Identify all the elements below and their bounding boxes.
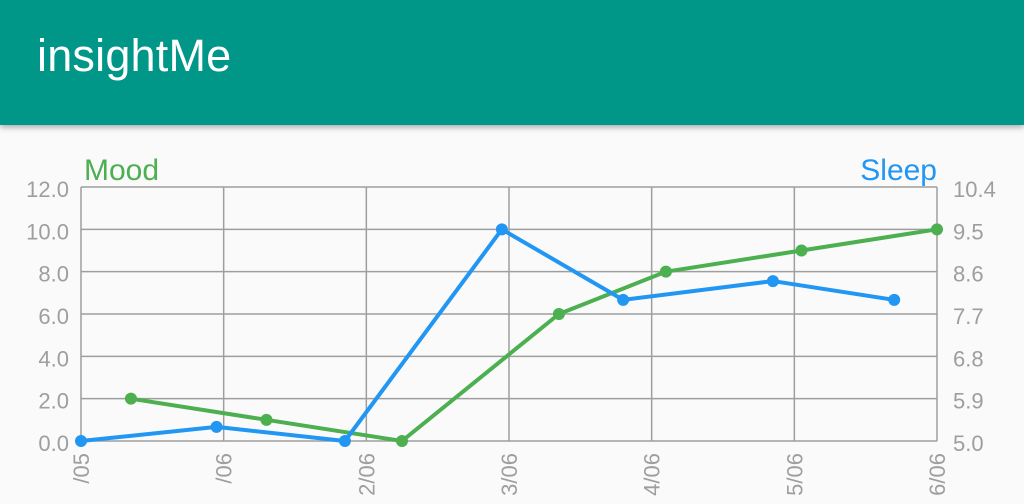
mood-data-point — [396, 435, 408, 447]
left-tick-label: 6.0 — [38, 304, 69, 329]
right-axis-title-sleep: Sleep — [860, 154, 937, 187]
left-tick-label: 2.0 — [38, 389, 69, 414]
mood-sleep-chart: Mood Sleep 0.02.04.06.08.010.012.0 5.05.… — [26, 154, 996, 496]
mood-data-point — [931, 223, 943, 236]
mood-data-point — [795, 244, 808, 257]
mood-data-point — [260, 413, 273, 426]
left-tick-label: 8.0 — [38, 262, 69, 287]
right-axis-ticks: 5.0 5.9 6.8 7.7 8.6 9.5 10.4 — [953, 177, 996, 456]
mood-data-point — [659, 265, 672, 278]
left-tick-label: 10.0 — [26, 219, 69, 244]
sleep-data-point — [617, 293, 630, 306]
left-tick-label: 12.0 — [26, 177, 69, 202]
sleep-data-point — [766, 275, 779, 288]
right-tick-label: 5.0 — [953, 431, 984, 456]
sleep-data-point — [495, 223, 508, 236]
x-tick-label: 2/06 — [354, 453, 379, 496]
x-tick-label: /06 — [212, 453, 237, 484]
x-axis-ticks: /05/06 2/06 3/06 4/06 5/06 6/06 — [69, 453, 950, 496]
chart-area: Mood Sleep 0.0 2.0 4.0 6.0 8.0 10.0 12.0 5.0 5.… — [0, 125, 1024, 500]
right-tick-label: 9.5 — [953, 219, 984, 244]
right-tick-label: 8.6 — [953, 262, 984, 287]
x-tick-label: 3/06 — [497, 453, 522, 496]
x-tick-label: /05 — [69, 453, 94, 484]
x-tick-label: 4/06 — [640, 453, 665, 496]
sleep-data-point — [888, 293, 901, 306]
app-title: insightMe — [37, 30, 232, 81]
mood-data-point — [124, 392, 137, 405]
chart-grid — [80, 186, 938, 442]
left-tick-label: 0.0 — [38, 431, 69, 456]
x-tick-label: 6/06 — [925, 453, 950, 496]
left-tick-label: 4.0 — [38, 346, 69, 371]
sleep-data-point — [210, 420, 223, 433]
app-bar: insightMe — [0, 0, 1024, 125]
right-tick-label: 6.8 — [953, 346, 984, 371]
chart-series — [75, 223, 943, 447]
x-tick-label: 5/06 — [782, 453, 807, 496]
mood-series-line — [130, 227, 938, 443]
sleep-data-point — [338, 435, 351, 447]
right-tick-label: 10.4 — [953, 177, 996, 202]
left-axis-ticks: 0.0 2.0 4.0 6.0 8.0 10.0 12.0 — [26, 177, 69, 456]
right-tick-label: 7.7 — [953, 304, 984, 329]
left-axis-title-mood: Mood — [84, 154, 159, 187]
mood-data-point — [552, 308, 565, 320]
right-tick-label: 5.9 — [953, 389, 984, 414]
sleep-data-point — [75, 435, 87, 447]
